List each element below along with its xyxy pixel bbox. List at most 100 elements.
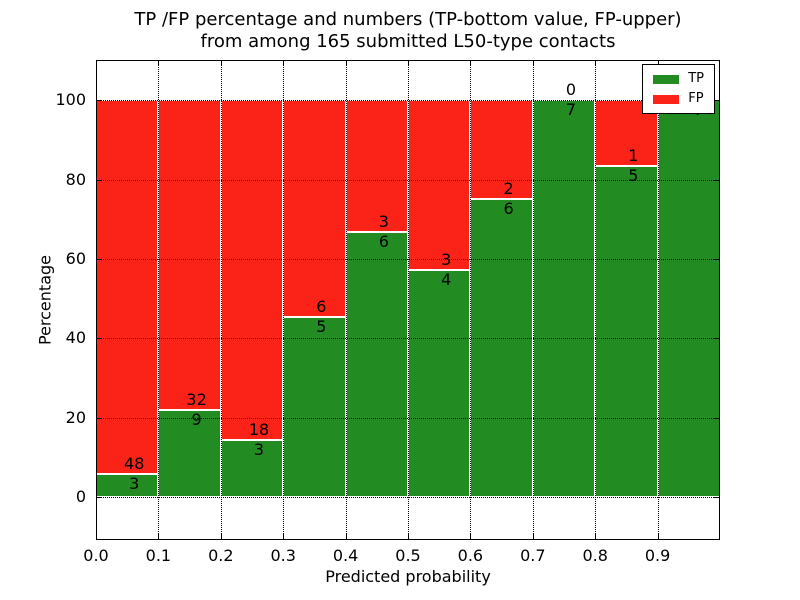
bar-segment-tp	[657, 100, 720, 498]
fp-count-label: 18	[248, 420, 270, 440]
fp-count-label: 3	[441, 250, 452, 270]
y-tick-label: 0	[75, 487, 86, 507]
x-tick-label: 0.3	[270, 546, 296, 565]
x-tickmark-top	[283, 60, 285, 66]
y-tickmark-left	[96, 100, 102, 102]
x-tick-label: 0.1	[145, 546, 172, 565]
y-tick-label: 20	[65, 407, 86, 427]
x-gridline	[595, 60, 597, 540]
y-tickmark-right	[714, 417, 720, 419]
x-tickmark-top	[96, 60, 97, 66]
y-tickmark-right	[714, 179, 720, 181]
x-axis-label: Predicted probability	[325, 567, 491, 586]
tp-count-label: 4	[441, 270, 452, 290]
legend-swatch-tp	[653, 74, 680, 84]
tp-count-label: 5	[628, 166, 639, 186]
bar-segment-tp	[470, 199, 533, 498]
x-tick-label: 0.8	[582, 546, 608, 565]
fp-count-label: 6	[316, 296, 327, 316]
plot-area: TP FP 48332918365363426071504	[96, 60, 720, 540]
legend-swatch-fp	[653, 94, 680, 104]
y-tickmark-left	[96, 497, 102, 499]
legend: TP FP	[642, 64, 715, 114]
chart-title-line2: from among 165 submitted L50-type contac…	[200, 31, 616, 52]
y-tickmark-left	[96, 179, 102, 181]
x-tickmark-top	[408, 60, 409, 66]
fp-count-label: 3	[378, 212, 389, 232]
bar-segment-tp	[220, 440, 284, 498]
x-gridline	[283, 60, 285, 540]
bar-segment-fp	[283, 100, 346, 317]
x-gridline	[158, 60, 160, 540]
fp-count-label: 0	[565, 80, 577, 100]
legend-entry-tp: TP	[653, 72, 704, 86]
y-tick-label: 80	[65, 169, 86, 189]
x-tickmark-bottom	[283, 534, 285, 540]
tp-count-label: 5	[316, 316, 327, 336]
tp-count-label: 3	[129, 473, 140, 493]
y-tickmark-left	[96, 417, 102, 419]
x-tickmark-bottom	[657, 534, 659, 540]
x-tickmark-bottom	[158, 534, 160, 540]
x-tickmark-top	[220, 60, 222, 66]
x-tick-label: 0.7	[520, 546, 546, 565]
bar-segment-fp	[220, 100, 284, 441]
x-tickmark-top	[719, 60, 720, 66]
fp-count-label: 1	[628, 146, 639, 166]
bar-segment-fp	[96, 100, 159, 474]
fp-count-label: 32	[186, 389, 207, 409]
legend-label-tp: TP	[688, 71, 704, 86]
x-tick-label: 0.2	[208, 546, 234, 565]
legend-label-fp: FP	[688, 91, 704, 106]
x-tick-label: 0.6	[457, 546, 484, 565]
x-gridline	[470, 60, 472, 540]
bar-segment-fp	[158, 100, 221, 410]
y-tickmark-right	[714, 100, 720, 102]
x-tickmark-top	[470, 60, 472, 66]
y-tickmark-left	[96, 258, 102, 260]
x-gridline	[345, 60, 347, 540]
x-tick-label: 0.9	[644, 546, 671, 565]
tp-count-label: 7	[565, 100, 577, 120]
chart-title: TP /FP percentage and numbers (TP-bottom…	[96, 9, 720, 53]
x-tickmark-bottom	[719, 534, 720, 540]
x-gridline	[657, 60, 659, 540]
legend-entry-fp: FP	[653, 92, 704, 106]
bar-segment-tp	[595, 166, 658, 498]
x-tick-label: 0.0	[83, 546, 109, 565]
bar-segment-tp	[532, 100, 596, 498]
tp-count-label: 9	[191, 409, 202, 429]
tp-count-label: 6	[378, 232, 389, 252]
bar-segment-fp	[408, 100, 471, 271]
x-gridline	[532, 60, 534, 540]
y-tickmark-right	[714, 258, 720, 260]
x-tickmark-top	[595, 60, 597, 66]
tp-count-label: 6	[503, 199, 514, 219]
x-tick-label: 0.5	[395, 546, 421, 565]
x-tickmark-bottom	[470, 534, 472, 540]
y-tickmark-right	[714, 497, 720, 499]
x-tickmark-top	[345, 60, 347, 66]
x-tickmark-top	[532, 60, 534, 66]
tp-count-label: 3	[253, 440, 265, 460]
x-tickmark-top	[657, 60, 659, 66]
x-tickmark-bottom	[96, 534, 97, 540]
fp-count-label: 2	[503, 179, 514, 199]
x-tickmark-bottom	[408, 534, 409, 540]
y-tickmark-left	[96, 338, 102, 340]
bar-segment-tp	[345, 232, 408, 498]
x-tickmark-bottom	[532, 534, 534, 540]
x-tickmark-bottom	[220, 534, 222, 540]
bar-segment-tp	[408, 270, 471, 498]
chart-title-line1: TP /FP percentage and numbers (TP-bottom…	[134, 9, 682, 30]
y-tick-label: 100	[55, 90, 86, 110]
x-tickmark-bottom	[595, 534, 597, 540]
x-tick-label: 0.4	[332, 546, 359, 565]
fp-count-label: 48	[124, 453, 145, 473]
bar-segment-tp	[283, 316, 346, 498]
x-tickmark-bottom	[345, 534, 347, 540]
y-tickmark-right	[714, 338, 720, 340]
x-gridline	[408, 60, 409, 540]
x-tickmark-top	[158, 60, 160, 66]
